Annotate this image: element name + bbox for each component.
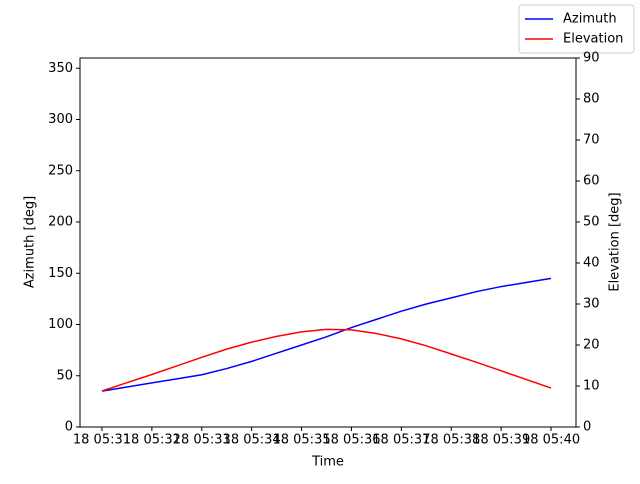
- data-line: [101, 277, 552, 392]
- y2-tick-label: 50: [583, 215, 600, 230]
- y2-tick-label: 10: [583, 379, 600, 394]
- y-tick-label: 250: [48, 163, 73, 178]
- legend-label: Elevation: [563, 32, 623, 47]
- x-tick-label: 18 05:35: [272, 433, 330, 448]
- x-tick-label: 18 05:33: [173, 433, 231, 448]
- legend-label: Azimuth: [563, 12, 617, 27]
- data-line: [101, 328, 552, 392]
- y-tick-label: 100: [48, 317, 73, 332]
- x-tick-label: 18 05:31: [73, 433, 131, 448]
- y2-tick-label: 20: [583, 338, 600, 353]
- y-tick-label: 0: [65, 420, 73, 435]
- y2-tick-label: 80: [583, 92, 600, 107]
- y-axis-label: Azimuth [deg]: [23, 196, 38, 288]
- plot-frame: [79, 57, 577, 428]
- y2-tick-label: 40: [583, 256, 600, 271]
- y-tick-label: 200: [48, 215, 73, 230]
- y-tick-label: 150: [48, 266, 73, 281]
- y2-tick-label: 90: [583, 51, 600, 66]
- y-tick-label: 300: [48, 112, 73, 127]
- y-tick-label: 350: [48, 61, 73, 76]
- y2-tick-label: 70: [583, 133, 600, 148]
- legend-box: [518, 4, 635, 54]
- x-tick-label: 18 05:39: [472, 433, 530, 448]
- y2-tick-label: 30: [583, 297, 600, 312]
- x-tick-label: 18 05:38: [422, 433, 480, 448]
- x-tick-label: 18 05:34: [223, 433, 281, 448]
- y2-tick-label: 60: [583, 174, 600, 189]
- x-tick-label: 18 05:32: [123, 433, 181, 448]
- x-tick-label: 18 05:40: [522, 433, 580, 448]
- y2-tick-label: 0: [583, 420, 591, 435]
- y-tick-label: 50: [56, 368, 73, 383]
- x-tick-label: 18 05:36: [322, 433, 380, 448]
- x-axis-label: Time: [311, 455, 344, 470]
- y2-axis-label: Elevation [deg]: [608, 192, 623, 291]
- x-tick-label: 18 05:37: [372, 433, 430, 448]
